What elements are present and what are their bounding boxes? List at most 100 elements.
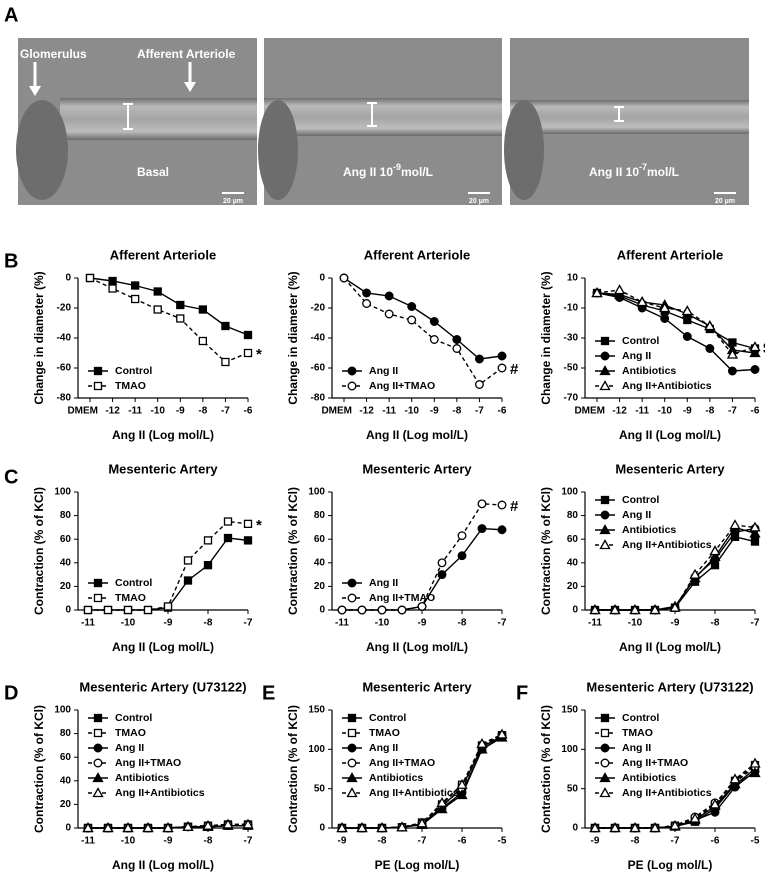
marker xyxy=(474,380,484,389)
y-tick-label: 20 xyxy=(60,799,72,810)
marker xyxy=(705,344,715,353)
y-tick-label: 0 xyxy=(572,823,578,834)
marker xyxy=(749,521,761,532)
y-tick-label: 80 xyxy=(314,510,326,521)
legend-label: Ang II+Antibiotics xyxy=(622,787,712,799)
marker xyxy=(242,818,254,829)
legend-label: Ang II xyxy=(369,365,398,377)
y-tick-label: 0 xyxy=(65,605,71,616)
marker xyxy=(497,500,507,510)
marker xyxy=(202,819,214,830)
marker xyxy=(600,495,610,505)
marker xyxy=(600,743,610,753)
legend-label: Ang II+TMAO xyxy=(369,592,435,604)
marker xyxy=(474,354,484,364)
y-tick-label: 60 xyxy=(314,534,326,545)
marker xyxy=(726,348,739,359)
x-tick-label: -9 xyxy=(418,618,427,629)
y-tick-label: 0 xyxy=(572,605,578,616)
y-tick-label: -50 xyxy=(564,363,579,374)
marker xyxy=(347,578,357,588)
marker xyxy=(659,302,671,313)
marker xyxy=(704,320,716,331)
y-axis-label: Change in diameter (%) xyxy=(539,271,553,404)
legend-label: TMAO xyxy=(115,380,146,392)
y-tick-label: 50 xyxy=(314,783,326,794)
scale-bar-label: 20 µm xyxy=(715,198,735,205)
annotation: # xyxy=(510,361,519,378)
marker xyxy=(437,558,447,568)
marker xyxy=(221,321,230,331)
x-axis-label: Ang II (Log mol/L) xyxy=(366,428,468,442)
marker xyxy=(183,556,193,565)
y-tick-label: 80 xyxy=(567,510,579,521)
legend-label: Antibiotics xyxy=(115,772,169,784)
legend-label: Ang II xyxy=(622,742,651,754)
chart-title: Mesenteric Artery (U73122) xyxy=(586,679,753,694)
marker xyxy=(600,758,610,768)
panel-label: C xyxy=(4,466,18,488)
x-tick-label: -6 xyxy=(711,836,720,847)
marker xyxy=(82,822,94,833)
marker xyxy=(362,299,372,308)
marker xyxy=(477,499,487,509)
marker xyxy=(103,605,113,615)
y-tick-label: -60 xyxy=(311,363,326,374)
x-tick-label: -7 xyxy=(728,406,737,417)
x-tick-label: -9 xyxy=(430,406,439,417)
x-tick-label: -6 xyxy=(244,406,253,417)
marker xyxy=(669,601,681,612)
marker xyxy=(130,294,140,304)
marker xyxy=(649,822,661,833)
marker xyxy=(456,789,468,800)
micrograph xyxy=(16,38,257,205)
x-tick-label: -6 xyxy=(458,836,467,847)
x-axis-label: Ang II (Log mol/L) xyxy=(112,640,214,654)
x-tick-label: -7 xyxy=(671,836,680,847)
x-tick-label: DMEM xyxy=(67,406,98,417)
y-axis-label: Contraction (% of KCl) xyxy=(539,705,553,833)
x-tick-label: -12 xyxy=(359,406,374,417)
x-axis-label: Ang II (Log mol/L) xyxy=(619,428,721,442)
scale-bar-label: 20 µm xyxy=(223,198,243,205)
marker xyxy=(613,284,626,295)
marker xyxy=(436,797,448,807)
x-tick-label: -8 xyxy=(705,406,714,417)
x-tick-label: -9 xyxy=(164,836,173,847)
marker xyxy=(108,276,117,286)
marker xyxy=(599,787,611,798)
marker xyxy=(457,551,467,561)
marker xyxy=(92,772,104,783)
marker xyxy=(600,728,610,738)
legend-label: Control xyxy=(115,577,152,589)
chart-title: Afferent Arteriole xyxy=(110,247,216,262)
marker xyxy=(456,778,468,789)
image-label: Glomerulus xyxy=(20,47,87,61)
x-tick-label: -10 xyxy=(628,618,643,629)
y-tick-label: -20 xyxy=(311,303,326,314)
x-tick-label: -9 xyxy=(671,618,680,629)
y-tick-label: -30 xyxy=(564,333,579,344)
series-line xyxy=(88,537,249,611)
marker xyxy=(92,787,104,798)
legend-label: Antibiotics xyxy=(369,772,423,784)
marker xyxy=(336,822,348,833)
x-tick-label: -11 xyxy=(81,836,95,847)
marker xyxy=(600,336,610,346)
x-tick-label: -11 xyxy=(588,618,602,629)
x-tick-label: -9 xyxy=(164,618,173,629)
marker xyxy=(636,296,648,307)
y-tick-label: 20 xyxy=(567,581,579,592)
x-tick-label: -7 xyxy=(244,618,253,629)
marker xyxy=(346,787,358,798)
legend-label: Ang II+Antibiotics xyxy=(115,787,205,799)
x-axis-label: Ang II (Log mol/L) xyxy=(366,640,468,654)
x-axis-label: PE (Log mol/L) xyxy=(628,858,713,872)
chart-title: Mesenteric Artery (U73122) xyxy=(79,679,246,694)
y-tick-label: 0 xyxy=(65,823,71,834)
image-caption: Basal xyxy=(137,165,169,179)
y-axis-label: Contraction (% of KCl) xyxy=(32,705,46,833)
marker xyxy=(384,309,394,319)
marker xyxy=(600,351,610,361)
marker xyxy=(609,822,621,833)
